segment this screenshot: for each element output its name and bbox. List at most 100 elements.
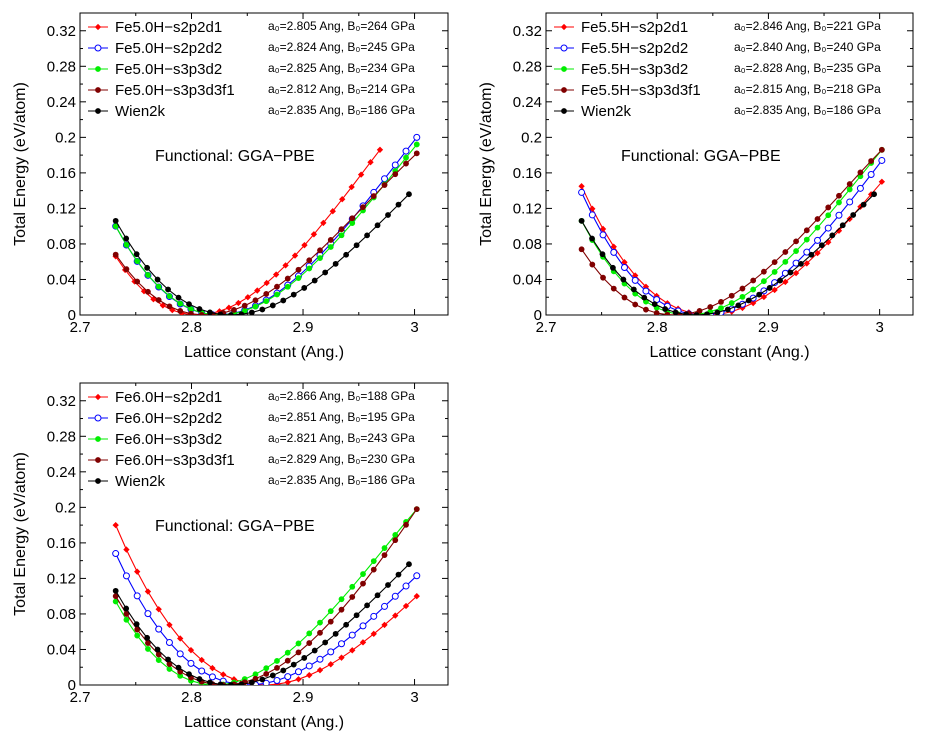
series-2-point — [316, 655, 324, 663]
series-5-point — [228, 312, 234, 315]
series-5-point — [745, 297, 752, 304]
series-4-point — [846, 181, 853, 187]
series-3-point — [295, 640, 302, 647]
series-5-point — [839, 222, 846, 229]
series-4-point — [166, 303, 173, 310]
series-5-point — [364, 602, 370, 609]
series-5-point — [238, 311, 245, 315]
series-5-point — [332, 260, 339, 267]
series-4-line — [115, 152, 418, 315]
series-5-point — [332, 630, 339, 637]
y-tick-label: 0.16 — [47, 535, 76, 552]
series-4-point — [295, 649, 302, 656]
series-5-point — [353, 612, 360, 619]
series-3-point — [263, 298, 270, 305]
functional-annotation: Functional: GGA−PBE — [155, 518, 315, 535]
series-5-point — [112, 587, 119, 594]
series-5-point — [395, 571, 402, 578]
series-2-point — [144, 610, 152, 618]
y-tick-label: 0 — [68, 677, 76, 694]
series-2-point — [165, 639, 173, 647]
series-3-point — [252, 303, 259, 310]
plot-frame — [545, 12, 914, 316]
series-3-point — [403, 154, 409, 161]
series-5-point — [777, 277, 783, 284]
series-5-point — [610, 264, 616, 271]
series-1-point — [803, 260, 810, 267]
series-2-point — [327, 648, 335, 656]
series-4-point — [610, 285, 617, 292]
series-3-point — [274, 658, 280, 664]
series-1-point — [320, 219, 327, 227]
legend-params-label: a₀=2.835 Ang, B₀=186 GPa — [268, 103, 415, 117]
series-3-point — [317, 619, 323, 626]
series-4-point — [381, 182, 388, 188]
series-1-point — [750, 299, 757, 307]
series-2-point — [187, 659, 195, 667]
series-3-point — [771, 269, 778, 275]
series-4-point — [857, 169, 864, 176]
legend-entry-label: Fe6.0H−s3p3d3f1 — [115, 452, 235, 469]
series-5-point — [364, 232, 370, 239]
series-5-point — [123, 605, 130, 612]
series-4-point — [381, 552, 388, 559]
series-3-point — [760, 278, 767, 285]
series-1-point — [220, 671, 227, 678]
series-1-point — [367, 159, 374, 166]
series-1-point — [144, 588, 152, 595]
series-2-point — [835, 211, 843, 219]
legend-entry-label: Fe5.5H−s3p3d2 — [581, 61, 688, 78]
series-5-point — [112, 217, 119, 224]
series-1-point — [187, 646, 195, 654]
x-tick-label: 2.9 — [293, 689, 314, 706]
functional-annotation: Functional: GGA−PBE — [155, 148, 315, 165]
series-3-point — [123, 241, 130, 248]
series-2-point — [391, 161, 399, 169]
legend-marker — [95, 457, 101, 463]
series-5-point — [238, 681, 245, 685]
series-4-point — [403, 160, 409, 167]
series-1-point — [376, 146, 384, 153]
series-4-point — [263, 671, 270, 677]
series-5-point — [374, 592, 381, 599]
series-4-point — [707, 304, 714, 310]
series-1-point — [792, 269, 800, 277]
y-tick-label: 0.32 — [47, 23, 76, 40]
legend-marker — [94, 414, 102, 422]
series-4-point — [653, 310, 660, 315]
series-1-point — [198, 656, 205, 664]
series-3-point — [327, 608, 334, 615]
series-2-point — [814, 236, 822, 244]
series-2-point — [599, 231, 607, 239]
plot-area — [112, 133, 421, 315]
series-4-point — [338, 226, 345, 233]
series-5-point — [269, 302, 276, 309]
series-4-point — [274, 283, 280, 290]
series-3-point — [814, 224, 821, 231]
legend-marker — [95, 436, 101, 442]
series-1-point — [291, 252, 299, 259]
series-5-point — [353, 242, 360, 249]
series-5-point — [269, 672, 276, 679]
y-tick-label: 0.08 — [47, 236, 76, 253]
series-2-point — [391, 592, 399, 600]
x-axis-title: Lattice constant (Ang.) — [184, 344, 344, 361]
series-5-point — [301, 285, 308, 291]
legend-marker — [95, 478, 101, 484]
series-5-point — [756, 291, 763, 298]
legend-marker — [561, 66, 567, 72]
series-1-point — [878, 178, 886, 185]
series-5-point — [693, 312, 700, 315]
x-tick-label: 2.7 — [70, 689, 91, 706]
series-4-point — [145, 288, 151, 295]
series-2-point — [359, 622, 367, 630]
series-5-point — [144, 634, 151, 641]
series-2-point — [824, 224, 832, 232]
series-3-point — [177, 300, 184, 307]
legend-params-label: a₀=2.846 Ang, B₀=221 GPa — [734, 19, 881, 33]
series-2-point — [610, 248, 618, 256]
series-4-point — [664, 311, 671, 315]
series-2-point — [803, 248, 811, 256]
y-tick-label: 0.24 — [47, 464, 76, 481]
legend-marker — [94, 23, 102, 31]
